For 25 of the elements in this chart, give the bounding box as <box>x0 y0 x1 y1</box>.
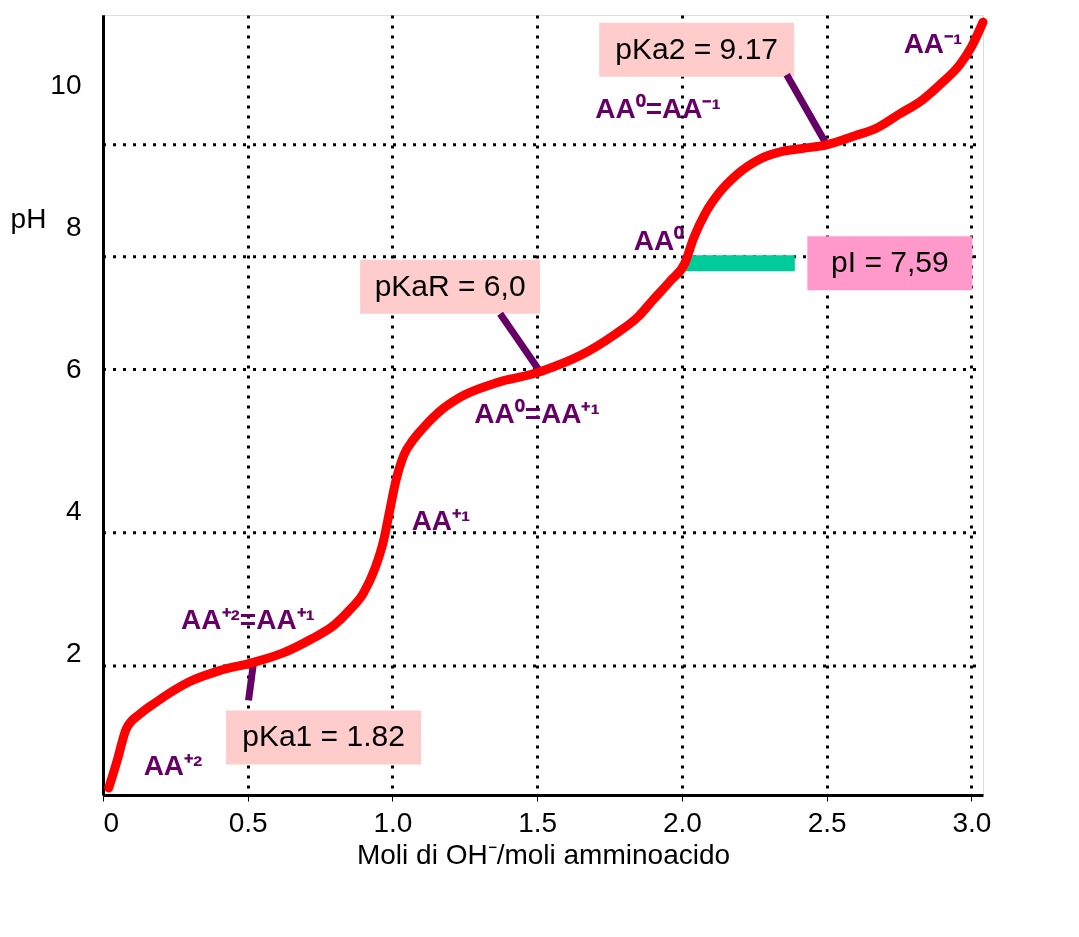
x-tick-label: 1.0 <box>373 806 413 838</box>
x-tick-label: 2.5 <box>807 806 847 838</box>
x-tick-label: 1.5 <box>518 806 558 838</box>
annotation: AA⁰ <box>633 225 685 256</box>
annotation: pKa1 = 1.82 <box>242 719 405 753</box>
annotation: AA⁰=AA⁻¹ <box>595 93 721 124</box>
y-tick-label: 8 <box>65 211 82 243</box>
x-tick-label: 3.0 <box>952 806 992 838</box>
y-tick-label: 4 <box>65 494 82 526</box>
annotation: pI = 7,59 <box>831 245 949 279</box>
annotation: pKaR = 6,0 <box>374 268 526 302</box>
x-axis-title: Moli di OH⁻/moli amminoacido <box>356 838 731 870</box>
y-axis-title: pH <box>10 202 47 234</box>
annotation: AA⁺¹ <box>411 505 471 536</box>
annotation: AA⁰=AA⁺¹ <box>474 398 600 429</box>
x-tick-label: 0 <box>103 806 120 838</box>
annotation: AA⁺²=AA⁺¹ <box>181 604 315 635</box>
x-tick-label: 2.0 <box>662 806 702 838</box>
annotation: pKa2 = 9.17 <box>615 31 779 65</box>
y-tick-label: 2 <box>65 636 82 668</box>
y-tick-label: 6 <box>65 353 82 385</box>
annotation: AA⁺² <box>143 750 203 781</box>
y-tick-label: 10 <box>50 69 82 101</box>
annotation: AA⁻¹ <box>903 28 963 59</box>
x-tick-label: 0.5 <box>228 806 268 838</box>
